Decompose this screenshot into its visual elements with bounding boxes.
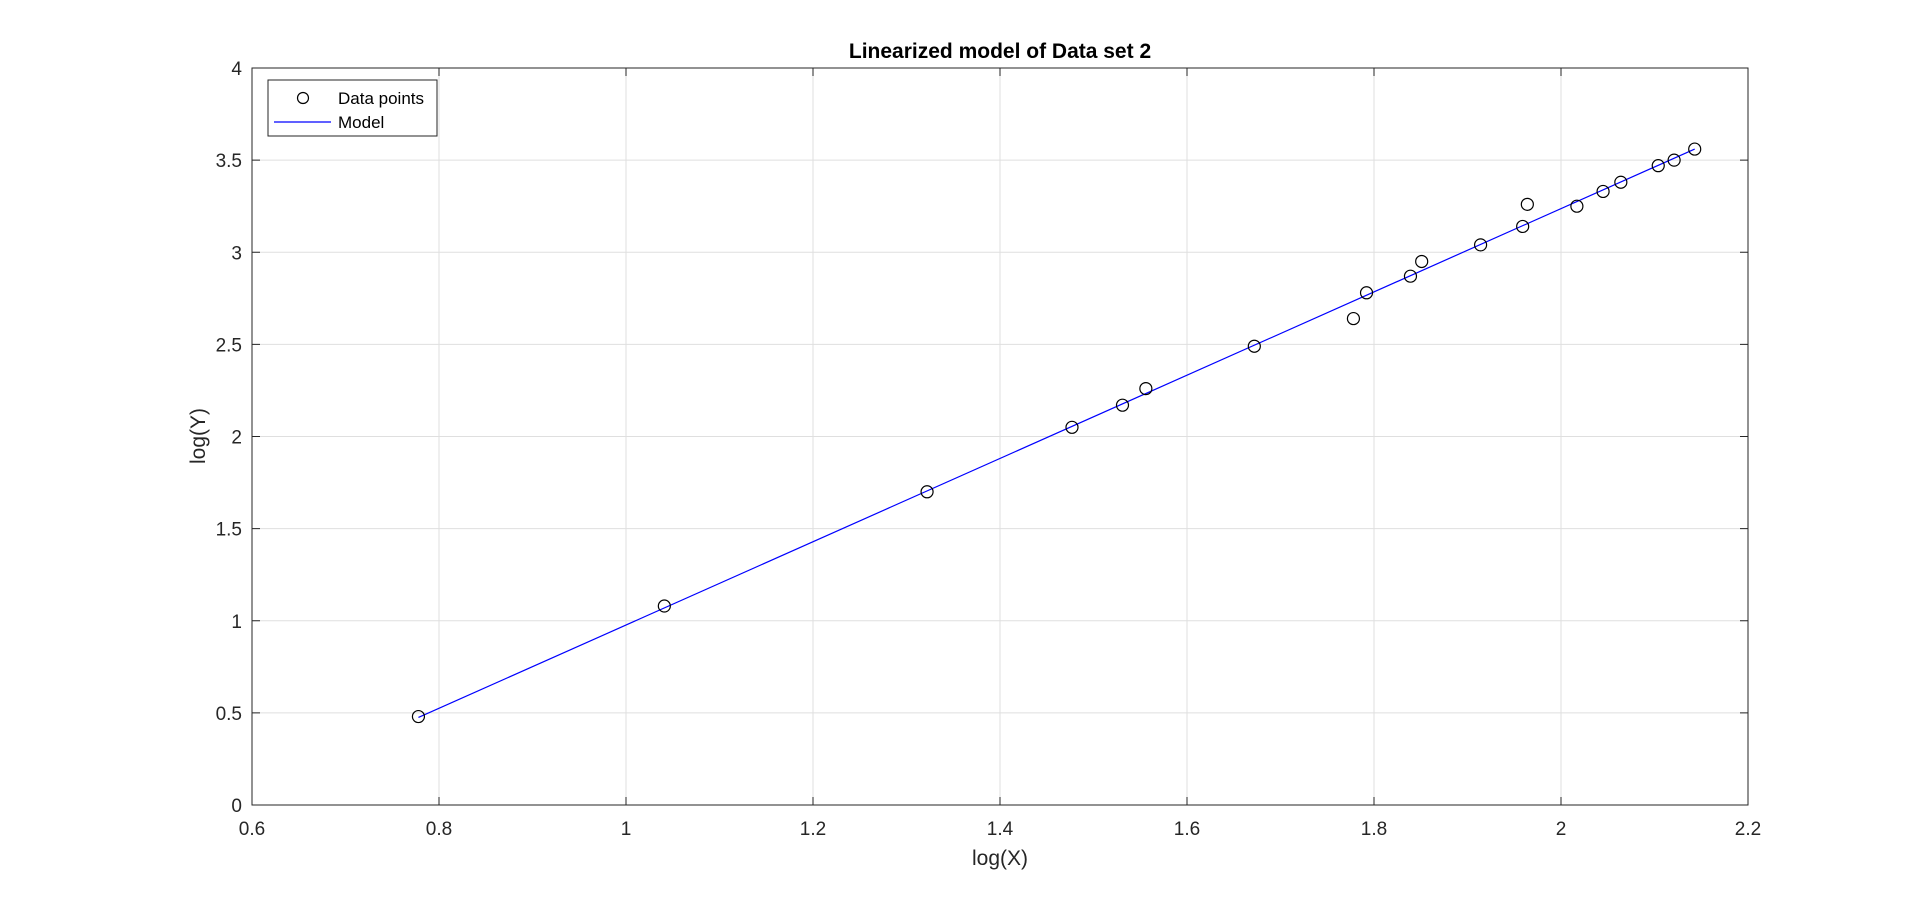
- data-point: [1065, 420, 1079, 434]
- x-tick-label: 0.6: [239, 819, 265, 840]
- data-point: [1614, 175, 1628, 189]
- x-tick-label: 1: [621, 819, 632, 840]
- data-point: [1667, 153, 1681, 167]
- chart-title: Linearized model of Data set 2: [849, 40, 1151, 63]
- data-point: [1570, 199, 1584, 213]
- ticks: 0.6 0.8 1 1.2 1.4 1.6 1.8 2 2.2 0 0.5 1 1.5 2 2.5 3 3.5 4: [216, 59, 1762, 840]
- data-point: [920, 485, 934, 499]
- y-tick-label: 0: [231, 796, 242, 817]
- x-tick-label: 1.4: [987, 819, 1014, 840]
- data-point: [1139, 381, 1153, 396]
- data-point: [1403, 269, 1418, 283]
- model-line: [418, 148, 1695, 719]
- legend-label-data-points: Data points: [338, 89, 424, 108]
- data-point: [1359, 286, 1374, 300]
- y-tick-label: 3: [231, 243, 242, 264]
- x-tick-label: 2.2: [1735, 819, 1761, 840]
- x-tick-label: 1.2: [800, 819, 826, 840]
- data-point: [1346, 311, 1361, 326]
- data-point: [657, 599, 671, 613]
- data-point: [1516, 219, 1530, 234]
- legend: Data points Model: [267, 79, 438, 137]
- legend-marker-data-points: [296, 91, 310, 105]
- data-point: [1247, 339, 1261, 353]
- y-tick-label: 2: [231, 428, 242, 449]
- data-points-layer: [411, 142, 1702, 724]
- x-tick-label: 2: [1556, 819, 1567, 840]
- y-tick-label: 3.5: [216, 151, 242, 172]
- grid: [252, 68, 1748, 805]
- y-tick-label: 1.5: [216, 520, 242, 541]
- data-point: [1688, 142, 1702, 156]
- data-point: [1520, 197, 1534, 211]
- data-point: [1473, 238, 1488, 252]
- x-tick-label: 1.8: [1361, 819, 1387, 840]
- x-tick-label: 0.8: [426, 819, 452, 840]
- data-point: [1596, 184, 1610, 199]
- y-tick-label: 4: [231, 59, 242, 80]
- data-point: [1115, 398, 1130, 412]
- y-tick-label: 2.5: [216, 335, 242, 356]
- y-tick-label: 0.5: [216, 704, 242, 725]
- x-axis-label: log(X): [972, 847, 1028, 870]
- y-axis-label: log(Y): [187, 408, 210, 464]
- data-point: [411, 709, 426, 724]
- data-point: [1415, 254, 1429, 269]
- y-tick-label: 1: [231, 612, 242, 633]
- data-point: [1651, 159, 1665, 173]
- model-layer: [418, 148, 1695, 719]
- legend-label-model: Model: [338, 113, 384, 132]
- legend-box: [267, 79, 438, 137]
- x-tick-label: 1.6: [1174, 819, 1200, 840]
